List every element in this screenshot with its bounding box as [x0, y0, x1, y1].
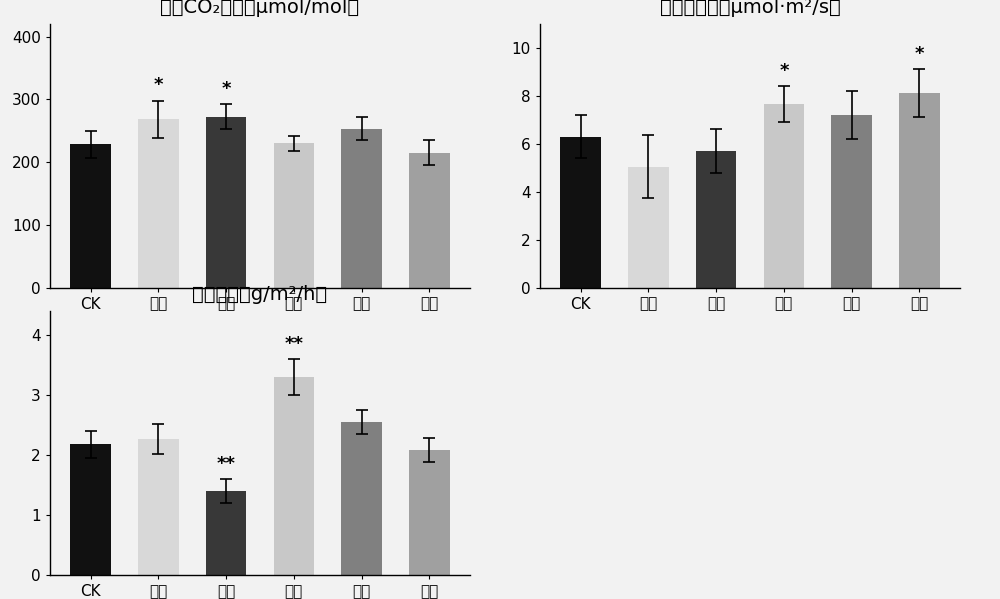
Bar: [70, 144, 111, 288]
Text: *: *: [154, 76, 163, 94]
Bar: [696, 151, 736, 288]
Bar: [409, 450, 450, 575]
Bar: [206, 117, 246, 288]
Text: **: **: [217, 455, 236, 473]
Bar: [899, 93, 940, 288]
Bar: [628, 167, 669, 288]
Bar: [274, 143, 314, 288]
Bar: [341, 129, 382, 288]
Title: 胞间CO₂浓度（μmol/mol）: 胞间CO₂浓度（μmol/mol）: [160, 0, 360, 17]
Text: **: **: [284, 335, 303, 353]
Bar: [70, 444, 111, 575]
Bar: [409, 153, 450, 288]
Bar: [138, 119, 179, 288]
Bar: [206, 491, 246, 575]
Title: 蒸腾速率（g/m²/h）: 蒸腾速率（g/m²/h）: [192, 285, 328, 304]
Bar: [274, 377, 314, 575]
Bar: [764, 104, 804, 288]
Bar: [560, 137, 601, 288]
Text: *: *: [915, 45, 924, 63]
Text: *: *: [221, 80, 231, 98]
Bar: [831, 115, 872, 288]
Text: *: *: [779, 62, 789, 80]
Bar: [138, 439, 179, 575]
Bar: [341, 422, 382, 575]
Title: 净光合速率（μmol·m²/s）: 净光合速率（μmol·m²/s）: [660, 0, 840, 17]
